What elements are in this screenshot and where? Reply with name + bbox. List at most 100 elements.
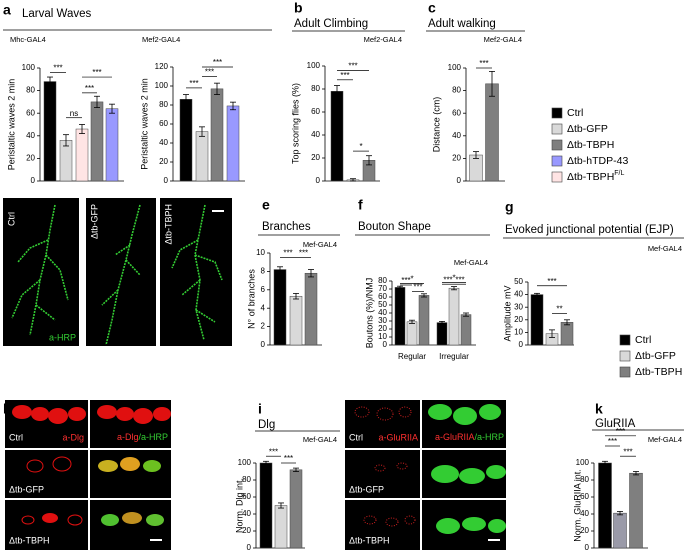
y-tick-label: 60 bbox=[378, 292, 387, 301]
error-bar bbox=[109, 103, 115, 114]
image-label: Δtb-TBPH bbox=[9, 535, 50, 545]
bar bbox=[289, 469, 303, 549]
panel-letter: f bbox=[358, 197, 363, 213]
bar bbox=[304, 272, 318, 346]
image-label: Δtb-GFP bbox=[89, 204, 99, 239]
bar bbox=[105, 108, 119, 182]
significance-label: *** bbox=[205, 68, 214, 77]
legend-name: Δtb-TBPH bbox=[635, 366, 682, 378]
significance-label: * bbox=[359, 142, 362, 151]
y-tick-label: 70 bbox=[378, 284, 387, 293]
panel-letter: g bbox=[505, 199, 514, 215]
bar bbox=[330, 91, 344, 182]
error-bar bbox=[308, 269, 314, 278]
image-label: Δtb-GFP bbox=[9, 484, 44, 494]
y-tick-label: 60 bbox=[242, 492, 251, 501]
error-bar bbox=[564, 319, 570, 326]
error-bar bbox=[534, 292, 540, 297]
y-tick-label: 100 bbox=[238, 458, 252, 467]
bar bbox=[289, 295, 303, 346]
merge-label: a-Dlg/a-HRP bbox=[117, 432, 168, 442]
y-tick-label: 0 bbox=[383, 340, 388, 349]
significance-label: *** bbox=[348, 62, 357, 71]
chart-subtitle: Mef-GAL4 bbox=[454, 258, 488, 267]
stain-label: a-GluRIIA bbox=[378, 432, 418, 442]
panel-title: Bouton Shape bbox=[358, 221, 431, 233]
y-tick-label: 20 bbox=[242, 526, 251, 535]
significance-label: *** bbox=[284, 454, 293, 463]
bar bbox=[448, 287, 460, 346]
y-tick-label: 20 bbox=[378, 324, 387, 333]
legend-name: Δtb-TBPH bbox=[567, 171, 614, 183]
significance-label: *** bbox=[85, 84, 94, 93]
y-tick-label: 60 bbox=[580, 492, 589, 501]
error-bar bbox=[79, 124, 85, 134]
image-label: Ctrl bbox=[349, 432, 363, 442]
error-bar bbox=[278, 502, 284, 509]
error-bar bbox=[199, 126, 205, 137]
legend-name: Δtb-TBPH bbox=[567, 139, 614, 151]
legend-name: Δtb-hTDP-43 bbox=[567, 155, 628, 167]
significance-label: *** bbox=[269, 447, 278, 456]
legend-label: Ctrl bbox=[567, 107, 583, 119]
y-tick-label: 80 bbox=[378, 276, 387, 285]
bar bbox=[418, 295, 430, 346]
chart-subtitle: Mef-GAL4 bbox=[648, 435, 682, 444]
y-tick-label: 30 bbox=[514, 302, 523, 311]
legend-name: Ctrl bbox=[567, 107, 583, 119]
panel-title: Dlg bbox=[258, 419, 275, 431]
bar bbox=[530, 294, 544, 346]
y-tick-label: 100 bbox=[307, 61, 321, 70]
bar bbox=[394, 287, 406, 346]
legend: CtrlΔtb-GFPΔtb-TBPHΔtb-hTDP-43Δtb-TBPHF/… bbox=[551, 107, 628, 183]
y-tick-label: 0 bbox=[164, 176, 169, 185]
bar bbox=[436, 322, 448, 346]
bar bbox=[460, 314, 472, 346]
image-label: Δtb-TBPH bbox=[349, 535, 390, 545]
y-tick-label: 60 bbox=[311, 107, 320, 116]
bouton-merge bbox=[98, 457, 164, 526]
bar bbox=[259, 462, 273, 549]
panel-letter: i bbox=[258, 401, 262, 417]
error-bar bbox=[451, 286, 457, 291]
legend-swatch bbox=[551, 139, 563, 151]
y-tick-label: 50 bbox=[378, 300, 387, 309]
bar bbox=[273, 269, 287, 346]
legend-swatch bbox=[619, 350, 631, 362]
x-tick-label: Regular bbox=[398, 352, 426, 361]
y-tick-label: 80 bbox=[311, 84, 320, 93]
error-bar bbox=[63, 134, 69, 147]
panel-letter: j bbox=[347, 401, 352, 417]
chart-subtitle: Mef-GAL4 bbox=[648, 244, 682, 253]
significance-label: *** bbox=[455, 275, 464, 284]
error-bar bbox=[633, 471, 639, 476]
bar bbox=[226, 105, 240, 182]
chart-subtitle: Mef2-GAL4 bbox=[364, 35, 402, 44]
y-tick-label: 40 bbox=[452, 131, 461, 140]
panel-title: Evoked junctional potential (EJP) bbox=[505, 224, 674, 236]
y-tick-label: 40 bbox=[311, 130, 320, 139]
significance-label: *** bbox=[299, 249, 308, 258]
y-tick-label: 20 bbox=[452, 154, 461, 163]
significance-label: ns bbox=[70, 109, 78, 118]
panel-title: Larval Waves bbox=[22, 8, 91, 20]
panel-letter: h bbox=[3, 401, 12, 417]
panel-letter: b bbox=[294, 0, 303, 16]
y-tick-label: 4 bbox=[261, 303, 266, 312]
significance-label: *** bbox=[92, 68, 101, 77]
y-tick-label: 80 bbox=[159, 100, 168, 109]
significance-label: ** bbox=[556, 305, 562, 314]
error-bar bbox=[473, 151, 479, 159]
y-tick-label: 20 bbox=[159, 157, 168, 166]
y-tick-label: 100 bbox=[155, 81, 169, 90]
y-axis-label: Peristaltic waves 2 min bbox=[139, 78, 149, 170]
y-tick-label: 120 bbox=[155, 62, 169, 71]
receptor-stain bbox=[354, 406, 416, 527]
legend-label: Δtb-GFP bbox=[567, 123, 608, 135]
significance-label: *** bbox=[479, 59, 488, 68]
error-bar bbox=[293, 467, 299, 472]
y-tick-label: 40 bbox=[580, 509, 589, 518]
significance-label: * bbox=[410, 275, 413, 284]
bar bbox=[406, 321, 418, 346]
